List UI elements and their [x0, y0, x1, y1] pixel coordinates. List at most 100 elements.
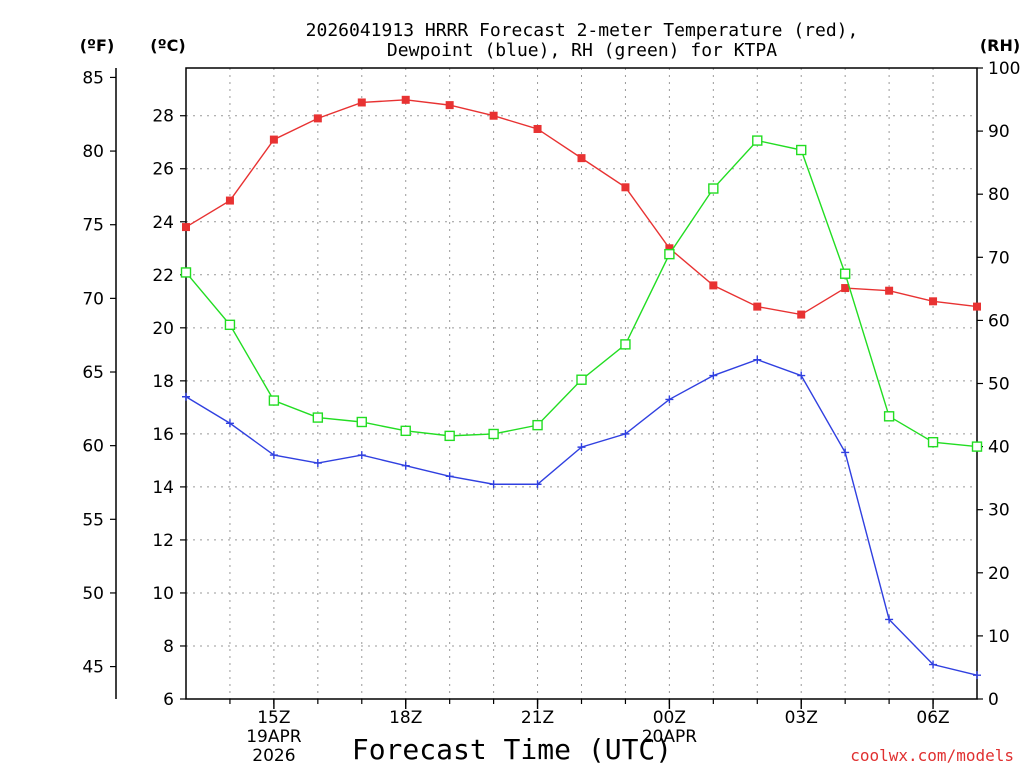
fahrenheit-tick-label: 85 [82, 68, 104, 88]
x-tick-label: 21Z [521, 708, 554, 728]
rh-point [620, 339, 631, 350]
rh-point [752, 135, 763, 146]
fahrenheit-tick-label: 70 [82, 289, 104, 309]
temperature-point [577, 154, 586, 163]
axes [110, 67, 983, 709]
temperature-point [973, 302, 981, 311]
rh-tick-label: 100 [988, 59, 1020, 79]
rh-point [180, 267, 192, 278]
celsius-tick-label: 24 [152, 213, 174, 233]
rh-tick-label: 10 [988, 627, 1010, 647]
temperature-point [489, 111, 498, 120]
dewpoint-point [445, 472, 454, 481]
x-tick-label: 00Z [653, 708, 686, 728]
dewpoint-point [269, 451, 278, 460]
rh-tick-label: 0 [988, 690, 999, 710]
temperature-point [357, 98, 366, 107]
temperature-point [182, 223, 190, 232]
temperature-point [709, 281, 718, 290]
celsius-tick-label: 28 [152, 107, 174, 127]
rh-tick-label: 30 [988, 501, 1010, 521]
rh-tick-label: 50 [988, 375, 1010, 395]
celsius-tick-label: 20 [152, 319, 174, 339]
rh-series [180, 135, 983, 452]
temperature-series [182, 95, 981, 319]
celsius-tick-label: 8 [163, 637, 174, 657]
dewpoint-point [577, 443, 586, 452]
dewpoint-point [182, 392, 190, 401]
rh-point [312, 412, 324, 423]
rh-point [488, 428, 499, 440]
chart-title-line2: Dewpoint (blue), RH (green) for KTPA [387, 40, 777, 61]
rh-tick-label: 40 [988, 438, 1010, 458]
celsius-tick-label: 10 [152, 584, 174, 604]
temperature-point [445, 101, 454, 110]
rh-point [796, 144, 807, 156]
celsius-tick-label: 12 [152, 531, 174, 551]
x-tick-date-label: 19APR [246, 727, 302, 747]
rh-point [356, 416, 367, 428]
celsius-axis-label: (ºC) [150, 36, 185, 55]
x-tick-label: 15Z [257, 708, 290, 728]
rh-point [400, 425, 411, 437]
fahrenheit-tick-label: 50 [82, 584, 104, 604]
rh-axis-label: (RH) [980, 36, 1020, 55]
chart-title-line1: 2026041913 HRRR Forecast 2-meter Tempera… [306, 20, 859, 41]
dewpoint-point [841, 448, 850, 457]
temperature-point [269, 135, 278, 144]
rh-point [927, 436, 939, 448]
rh-point [664, 248, 675, 260]
rh-tick-label: 20 [988, 564, 1010, 584]
temperature-point [885, 286, 894, 295]
celsius-tick-label: 6 [163, 690, 174, 710]
temperature-point [621, 183, 630, 192]
temperature-point [929, 297, 938, 306]
celsius-tick-label: 16 [152, 425, 174, 445]
x-tick-year-label: 2026 [252, 746, 295, 766]
dewpoint-point [401, 461, 410, 470]
fahrenheit-tick-label: 75 [82, 216, 104, 236]
rh-point [444, 430, 455, 442]
x-tick-label: 18Z [389, 708, 422, 728]
celsius-tick-label: 22 [152, 266, 174, 286]
rh-tick-label: 60 [988, 311, 1010, 331]
rh-point [268, 395, 280, 406]
x-axis-title: Forecast Time (UTC) [352, 733, 672, 766]
celsius-tick-label: 14 [152, 478, 174, 498]
dewpoint-point [357, 451, 366, 460]
dewpoint-point [225, 419, 234, 428]
temperature-point [753, 302, 762, 311]
dewpoint-point [885, 615, 894, 624]
temperature-point [841, 284, 850, 293]
rh-tick-label: 90 [988, 122, 1010, 142]
x-tick-label: 03Z [785, 708, 818, 728]
fahrenheit-tick-label: 60 [82, 437, 104, 457]
dewpoint-point [797, 371, 806, 380]
rh-tick-label: 70 [988, 248, 1010, 268]
dewpoint-point [489, 480, 498, 489]
fahrenheit-tick-label: 55 [82, 510, 104, 530]
celsius-tick-label: 26 [152, 160, 174, 180]
dewpoint-point [709, 371, 718, 380]
rh-point [224, 319, 236, 331]
rh-tick-label: 80 [988, 185, 1010, 205]
credit-text: coolwx.com/models [850, 746, 1014, 765]
x-tick-date-label: 20APR [642, 727, 698, 747]
temperature-point [401, 95, 410, 104]
rh-point [708, 183, 719, 194]
dewpoint-point [929, 660, 938, 669]
fahrenheit-tick-label: 65 [82, 363, 104, 383]
celsius-tick-label: 18 [152, 372, 174, 392]
temperature-point [797, 310, 806, 319]
rh-point [971, 441, 983, 452]
dewpoint-point [973, 671, 981, 680]
temperature-point [533, 124, 542, 133]
x-tick-label: 06Z [916, 708, 949, 728]
temperature-point [665, 244, 674, 253]
dewpoint-point [753, 355, 762, 364]
rh-point [576, 374, 587, 385]
temperature-point [313, 114, 322, 123]
dewpoint-point [621, 429, 630, 438]
dewpoint-point [313, 459, 322, 468]
